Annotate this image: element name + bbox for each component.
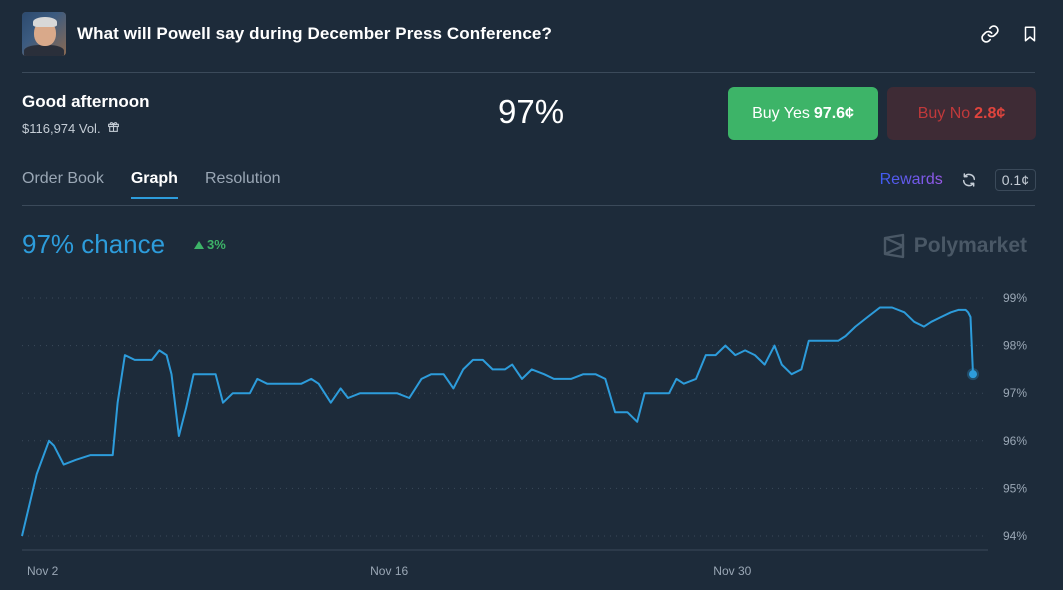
graph-toolbar: Rewards 0.1¢ — [880, 169, 1036, 191]
y-tick-label: 97% — [1003, 386, 1027, 400]
polymarket-logo-icon — [883, 233, 904, 259]
greeting-text: Good afternoon — [22, 92, 150, 111]
market-title: What will Powell say during December Pre… — [77, 24, 552, 43]
y-tick-label: 96% — [1003, 434, 1027, 448]
brand-name: Polymarket — [913, 234, 1027, 257]
buy-yes-label: Buy Yes — [752, 104, 810, 122]
x-tick-label: Nov 2 — [27, 564, 59, 578]
current-point — [969, 370, 977, 379]
price-chart[interactable]: 99% 98% 97% 96% 95% 94% Nov 2 Nov 16 Nov 30 — [0, 280, 1063, 590]
buy-no-button[interactable]: Buy No 2.8¢ — [887, 87, 1036, 140]
buy-no-price: 2.8¢ — [974, 104, 1006, 122]
market-summary: Good afternoon $116,974 Vol. — [22, 92, 149, 136]
volume-text: $116,974 Vol. — [22, 120, 101, 136]
y-tick-label: 98% — [1003, 339, 1027, 353]
tabs-divider — [22, 205, 1035, 206]
tab-order-book[interactable]: Order Book — [22, 170, 104, 187]
rewards-link[interactable]: Rewards — [879, 171, 943, 188]
header-divider — [22, 72, 1035, 73]
y-tick-label: 94% — [1003, 529, 1027, 543]
tab-graph[interactable]: Graph — [130, 170, 178, 199]
bookmark-icon[interactable] — [1019, 23, 1041, 45]
tab-resolution[interactable]: Resolution — [204, 170, 281, 187]
link-icon[interactable] — [979, 23, 1001, 45]
change-value: 3% — [207, 237, 226, 252]
x-tick-label: Nov 16 — [370, 564, 408, 578]
market-header: What will Powell say during December Pre… — [22, 12, 1041, 56]
tick-size-selector[interactable]: 0.1¢ — [994, 169, 1036, 191]
buy-yes-button[interactable]: Buy Yes 97.6¢ — [728, 87, 878, 140]
probability-display: 97% — [498, 93, 565, 130]
series-line — [21, 306, 974, 537]
buy-yes-price: 97.6¢ — [813, 104, 854, 122]
market-tabs: Order Book Graph Resolution — [22, 170, 281, 199]
brand-watermark: Polymarket — [882, 233, 1027, 259]
buy-no-label: Buy No — [917, 104, 971, 122]
chance-label: 97% chance — [22, 229, 166, 259]
change-badge: 3% — [194, 237, 226, 252]
gift-icon[interactable] — [107, 120, 120, 136]
y-tick-label: 99% — [1003, 291, 1027, 305]
y-tick-label: 95% — [1003, 481, 1027, 495]
market-avatar — [22, 12, 66, 56]
volume-row: $116,974 Vol. — [22, 120, 149, 136]
refresh-icon[interactable] — [959, 170, 979, 190]
x-tick-label: Nov 30 — [713, 564, 751, 578]
up-arrow-icon — [194, 240, 204, 249]
